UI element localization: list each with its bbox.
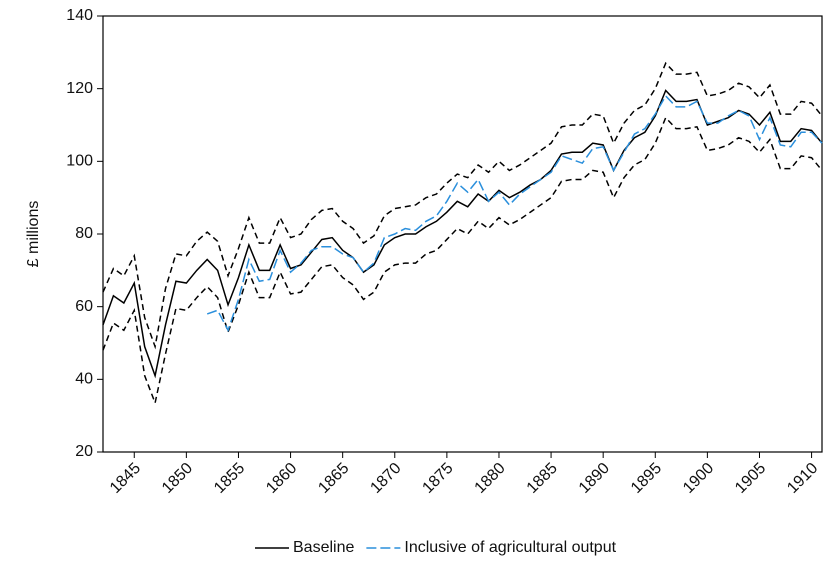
x-tick-label: 1875 — [419, 460, 456, 497]
x-tick-label: 1860 — [263, 460, 300, 497]
x-tick-label: 1850 — [159, 460, 196, 497]
x-tick-label: 1845 — [107, 460, 144, 497]
y-axis-label: £ millions — [25, 201, 42, 268]
y-tick-label: 120 — [66, 80, 93, 97]
y-tick-label: 80 — [75, 225, 93, 242]
x-tick-label: 1900 — [680, 460, 717, 497]
series-line — [102, 61, 823, 350]
x-tick-label: 1895 — [628, 460, 665, 497]
x-tick-label: 1855 — [211, 460, 248, 497]
series-line — [206, 94, 823, 333]
plot-frame — [102, 15, 823, 453]
y-tick-label: 60 — [75, 298, 93, 315]
y-tick-label: 100 — [66, 153, 93, 170]
y-tick-label: 40 — [75, 371, 93, 388]
x-tick-label: 1890 — [576, 460, 613, 497]
series-line — [102, 116, 823, 406]
y-tick-label: 140 — [66, 7, 93, 24]
legend-label: Inclusive of agricultural output — [404, 539, 616, 556]
legend-label: Baseline — [293, 539, 354, 556]
x-tick-label: 1870 — [367, 460, 404, 497]
y-tick-label: 20 — [75, 443, 93, 460]
x-tick-label: 1910 — [784, 460, 821, 497]
series-line — [102, 89, 823, 379]
x-tick-label: 1880 — [472, 460, 509, 497]
x-tick-label: 1885 — [524, 460, 561, 497]
x-tick-label: 1905 — [732, 460, 769, 497]
x-tick-label: 1865 — [315, 460, 352, 497]
